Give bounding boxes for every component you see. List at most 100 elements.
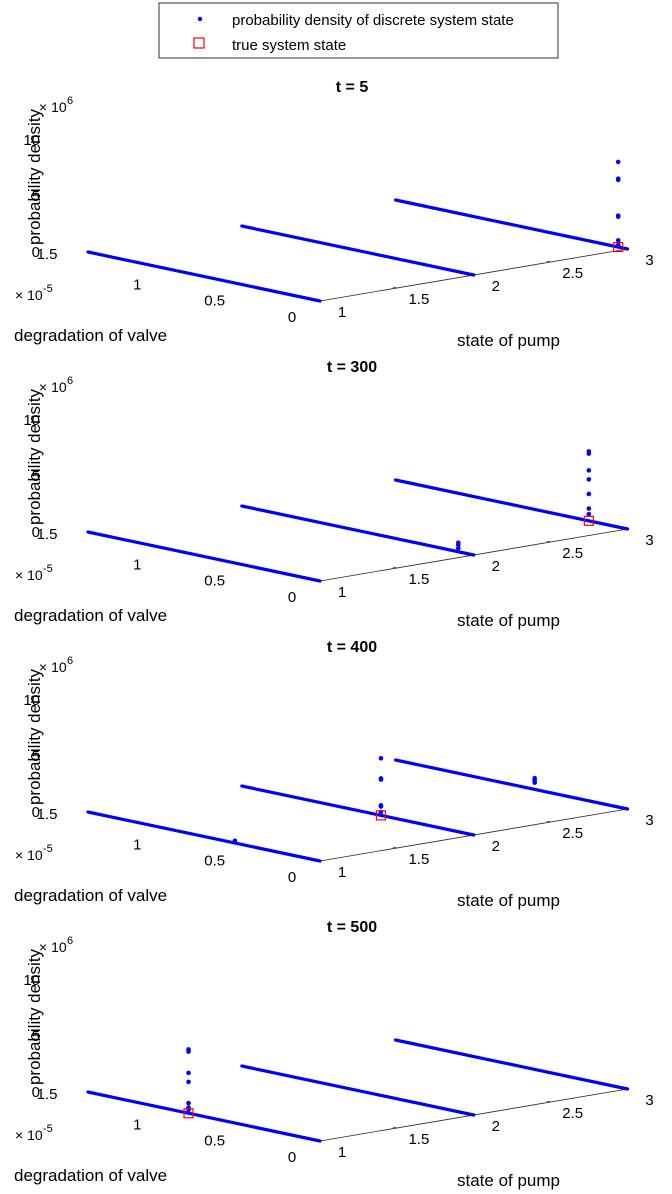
density-tick-label: 10 bbox=[23, 132, 40, 149]
pump-axis-label: state of pump bbox=[457, 1171, 560, 1190]
density-exponent-power: 6 bbox=[67, 655, 73, 667]
density-point bbox=[586, 491, 592, 497]
density-point bbox=[615, 159, 621, 165]
density-point bbox=[455, 546, 461, 551]
valve-exponent-power: -5 bbox=[43, 843, 53, 855]
density-point bbox=[378, 777, 384, 782]
valve-exponent-power: -5 bbox=[43, 1123, 53, 1135]
valve-tick-label: 0.5 bbox=[204, 1133, 225, 1150]
valve-exponent: × 10 bbox=[15, 847, 43, 863]
pump-tick-label: 1 bbox=[338, 304, 346, 321]
pump-tick-label: 1.5 bbox=[408, 851, 429, 868]
pump-tick-label: 1.5 bbox=[408, 291, 429, 308]
density-point bbox=[378, 804, 384, 809]
density-axis-label: probability density bbox=[25, 388, 44, 525]
baseline-series-line bbox=[86, 1090, 322, 1143]
valve-axis-label: degradation of valve bbox=[14, 326, 167, 345]
pump-axis-label: state of pump bbox=[457, 331, 560, 350]
pump-tick-label: 2.5 bbox=[562, 825, 583, 842]
density-exponent-power: 6 bbox=[67, 375, 73, 387]
density-tick-label: 5 bbox=[32, 468, 40, 485]
panel-title: t = 500 bbox=[327, 919, 377, 936]
density-tick-label: 5 bbox=[32, 748, 40, 765]
density-exponent-power: 6 bbox=[67, 935, 73, 947]
pump-tick-label: 3 bbox=[645, 812, 653, 829]
valve-tick-label: 1.5 bbox=[37, 806, 58, 823]
valve-tick-label: 1.5 bbox=[37, 1086, 58, 1103]
density-point bbox=[532, 780, 537, 785]
pump-tick bbox=[546, 540, 551, 543]
true-state-marker bbox=[583, 515, 594, 526]
density-point bbox=[586, 511, 592, 517]
density-point bbox=[378, 755, 384, 761]
density-exponent: × 10 bbox=[39, 379, 67, 395]
density-point bbox=[615, 214, 621, 220]
baseline-series-line bbox=[240, 224, 476, 277]
valve-tick-label: 1 bbox=[133, 556, 141, 573]
density-tick-label: 5 bbox=[32, 188, 40, 205]
valve-tick-label: 0.5 bbox=[204, 573, 225, 590]
pump-tick-label: 1 bbox=[338, 584, 346, 601]
density-tick-label: 10 bbox=[23, 972, 40, 989]
pump-tick-label: 3 bbox=[645, 252, 653, 269]
density-point bbox=[586, 468, 592, 473]
density-point bbox=[186, 1079, 191, 1085]
valve-tick-label: 0 bbox=[288, 1149, 296, 1166]
pump-tick-label: 2.5 bbox=[562, 265, 583, 282]
density-axis-label: probability density bbox=[25, 948, 44, 1085]
valve-exponent: × 10 bbox=[15, 567, 43, 583]
density-tick-label: 0 bbox=[32, 244, 40, 261]
pump-tick bbox=[392, 286, 397, 289]
pump-tick-label: 2.5 bbox=[562, 1105, 583, 1122]
density-axis-label: probability density bbox=[25, 108, 44, 245]
valve-exponent: × 10 bbox=[15, 287, 43, 303]
baseline-series-line bbox=[86, 810, 322, 863]
legend-box bbox=[158, 2, 559, 59]
pump-tick bbox=[392, 846, 397, 849]
baseline-series-line bbox=[393, 1038, 630, 1091]
pump-tick-label: 2 bbox=[492, 1118, 500, 1135]
pump-tick-label: 3 bbox=[645, 532, 653, 549]
legend-entry-density: probability density of discrete system s… bbox=[232, 12, 514, 29]
pump-tick-label: 1 bbox=[338, 1144, 346, 1161]
valve-tick-label: 0 bbox=[288, 869, 296, 886]
density-axis-label: probability density bbox=[25, 668, 44, 805]
baseline-series-line bbox=[393, 198, 630, 251]
pump-tick-label: 2 bbox=[492, 278, 500, 295]
density-point bbox=[186, 1100, 191, 1106]
pump-tick-label: 2 bbox=[492, 838, 500, 855]
panel-title: t = 300 bbox=[327, 359, 377, 376]
pump-axis-label: state of pump bbox=[457, 891, 560, 910]
density-point bbox=[455, 542, 461, 548]
density-exponent: × 10 bbox=[39, 939, 67, 955]
valve-tick-label: 1.5 bbox=[37, 246, 58, 263]
pump-tick bbox=[546, 1100, 551, 1103]
valve-axis-label: degradation of valve bbox=[14, 606, 167, 625]
density-point bbox=[615, 177, 621, 183]
pump-tick bbox=[546, 820, 551, 823]
true-state-marker bbox=[613, 241, 624, 253]
density-point bbox=[586, 451, 592, 456]
valve-axis-label: degradation of valve bbox=[14, 1166, 167, 1185]
pump-tick bbox=[392, 1126, 397, 1129]
pump-tick-label: 1 bbox=[338, 864, 346, 881]
legend-dot-marker bbox=[197, 16, 203, 22]
legend: probability density of discrete system s… bbox=[158, 2, 559, 59]
density-exponent-power: 6 bbox=[67, 95, 73, 107]
density-point bbox=[232, 838, 238, 844]
density-point bbox=[586, 477, 592, 482]
valve-tick-label: 0.5 bbox=[204, 853, 225, 870]
valve-axis-label: degradation of valve bbox=[14, 886, 167, 905]
density-tick-label: 0 bbox=[32, 1084, 40, 1101]
density-tick-label: 5 bbox=[32, 1028, 40, 1045]
density-point bbox=[186, 1049, 191, 1054]
baseline-series-line bbox=[240, 784, 476, 837]
density-point bbox=[615, 242, 621, 248]
true-state-marker bbox=[375, 810, 387, 821]
valve-tick-label: 0 bbox=[288, 309, 296, 326]
valve-tick-label: 1.5 bbox=[37, 526, 58, 543]
